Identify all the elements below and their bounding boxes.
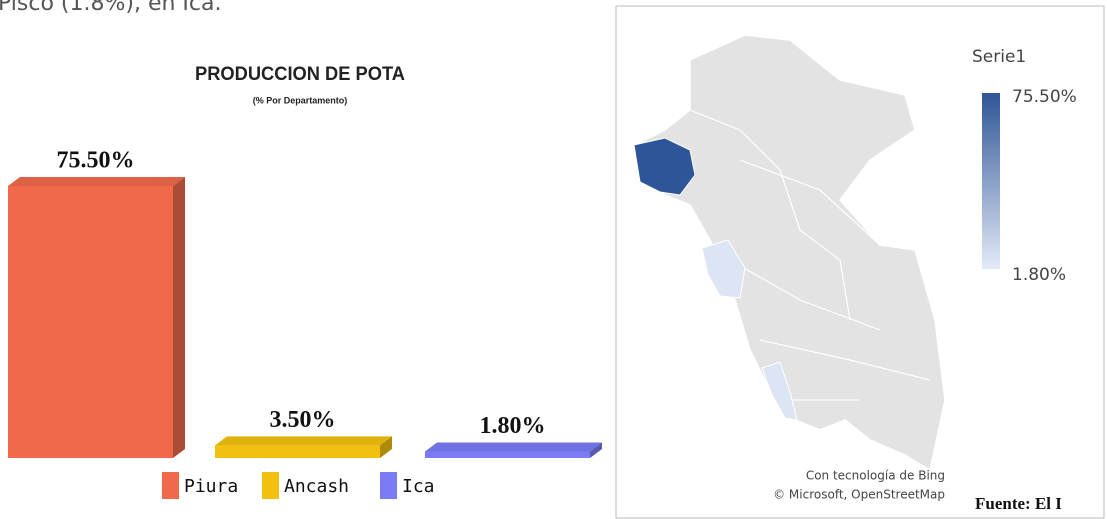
bar-side (590, 442, 602, 458)
bar (215, 445, 380, 458)
region-ancash (701, 239, 746, 299)
legend-label: Ancash (284, 476, 349, 497)
bar (425, 451, 590, 458)
legend-swatch (162, 472, 179, 499)
map-panel: Serie1 75.50% 1.80% Con tecnología de Bi… (615, 5, 1105, 519)
chart-subtitle: (% Por Departamento) (253, 95, 348, 105)
value-label: 1.80% (480, 413, 546, 439)
legend-label: Piura (184, 476, 238, 497)
value-label: 3.50% (270, 407, 336, 433)
bar (8, 186, 173, 458)
region-piura (633, 137, 696, 196)
map-legend-min: 1.80% (1012, 265, 1066, 285)
header-text: Pisco (1.8%), en Ica. (0, 0, 221, 16)
footer-text: Fuente: El I (975, 494, 1062, 513)
bar-side (173, 177, 185, 458)
bar-top (8, 177, 185, 186)
map-legend-title: Serie1 (972, 47, 1026, 67)
map-credit: © Microsoft, OpenStreetMap (773, 488, 945, 502)
value-label: 75.50% (57, 148, 135, 174)
map-credit: Con tecnología de Bing (806, 469, 945, 483)
legend-swatch (380, 472, 397, 499)
bar-top (425, 442, 602, 452)
map-legend-scale (982, 93, 1000, 269)
region-borders (689, 109, 931, 401)
region-ica (761, 361, 798, 421)
map-legend-max: 75.50% (1012, 87, 1077, 107)
legend-swatch (262, 472, 279, 499)
bar-side (380, 436, 392, 458)
legend-label: Ica (402, 476, 435, 497)
chart-title: PRODUCCION DE POTA (195, 64, 405, 85)
bar-top (215, 436, 392, 446)
